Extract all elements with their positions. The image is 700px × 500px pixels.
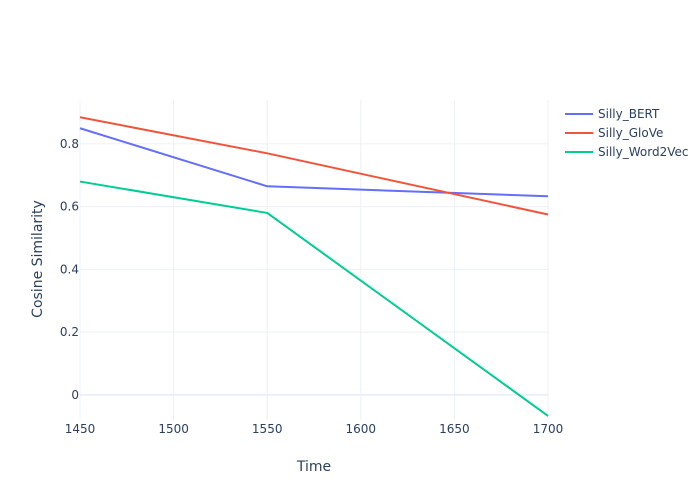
legend-item[interactable]: Silly_Word2Vec [565, 145, 688, 159]
y-tick-label: 0.2 [60, 325, 79, 339]
y-axis-ticks: 0 0.2 0.4 0.6 0.8 [60, 137, 79, 402]
legend-item[interactable]: Silly_GloVe [565, 126, 663, 140]
y-tick-label: 0.6 [60, 200, 79, 214]
legend-label: Silly_Word2Vec [598, 145, 688, 159]
y-axis-title: Cosine Similarity [30, 200, 46, 318]
grid [79, 100, 549, 420]
legend-label: Silly_GloVe [598, 126, 663, 140]
series-line-silly-glove [79, 116, 549, 216]
x-axis-title: Time [296, 459, 331, 475]
series-line-silly-word2vec [79, 180, 549, 417]
x-tick-label: 1500 [158, 422, 189, 436]
legend-item[interactable]: Silly_BERT [565, 107, 660, 121]
legend[interactable]: Silly_BERT Silly_GloVe Silly_Word2Vec [565, 107, 688, 159]
y-tick-label: 0.8 [60, 137, 79, 151]
x-tick-label: 1600 [346, 422, 377, 436]
series-line-silly-bert [79, 127, 549, 198]
series-lines [79, 116, 549, 417]
y-tick-label: 0.4 [60, 262, 79, 276]
y-tick-label: 0 [71, 388, 79, 402]
x-axis-ticks: 1450 1500 1550 1600 1650 1700 [65, 422, 564, 436]
x-tick-label: 1550 [252, 422, 283, 436]
x-tick-label: 1450 [65, 422, 96, 436]
x-tick-label: 1700 [533, 422, 564, 436]
x-tick-label: 1650 [439, 422, 470, 436]
legend-label: Silly_BERT [598, 107, 660, 121]
